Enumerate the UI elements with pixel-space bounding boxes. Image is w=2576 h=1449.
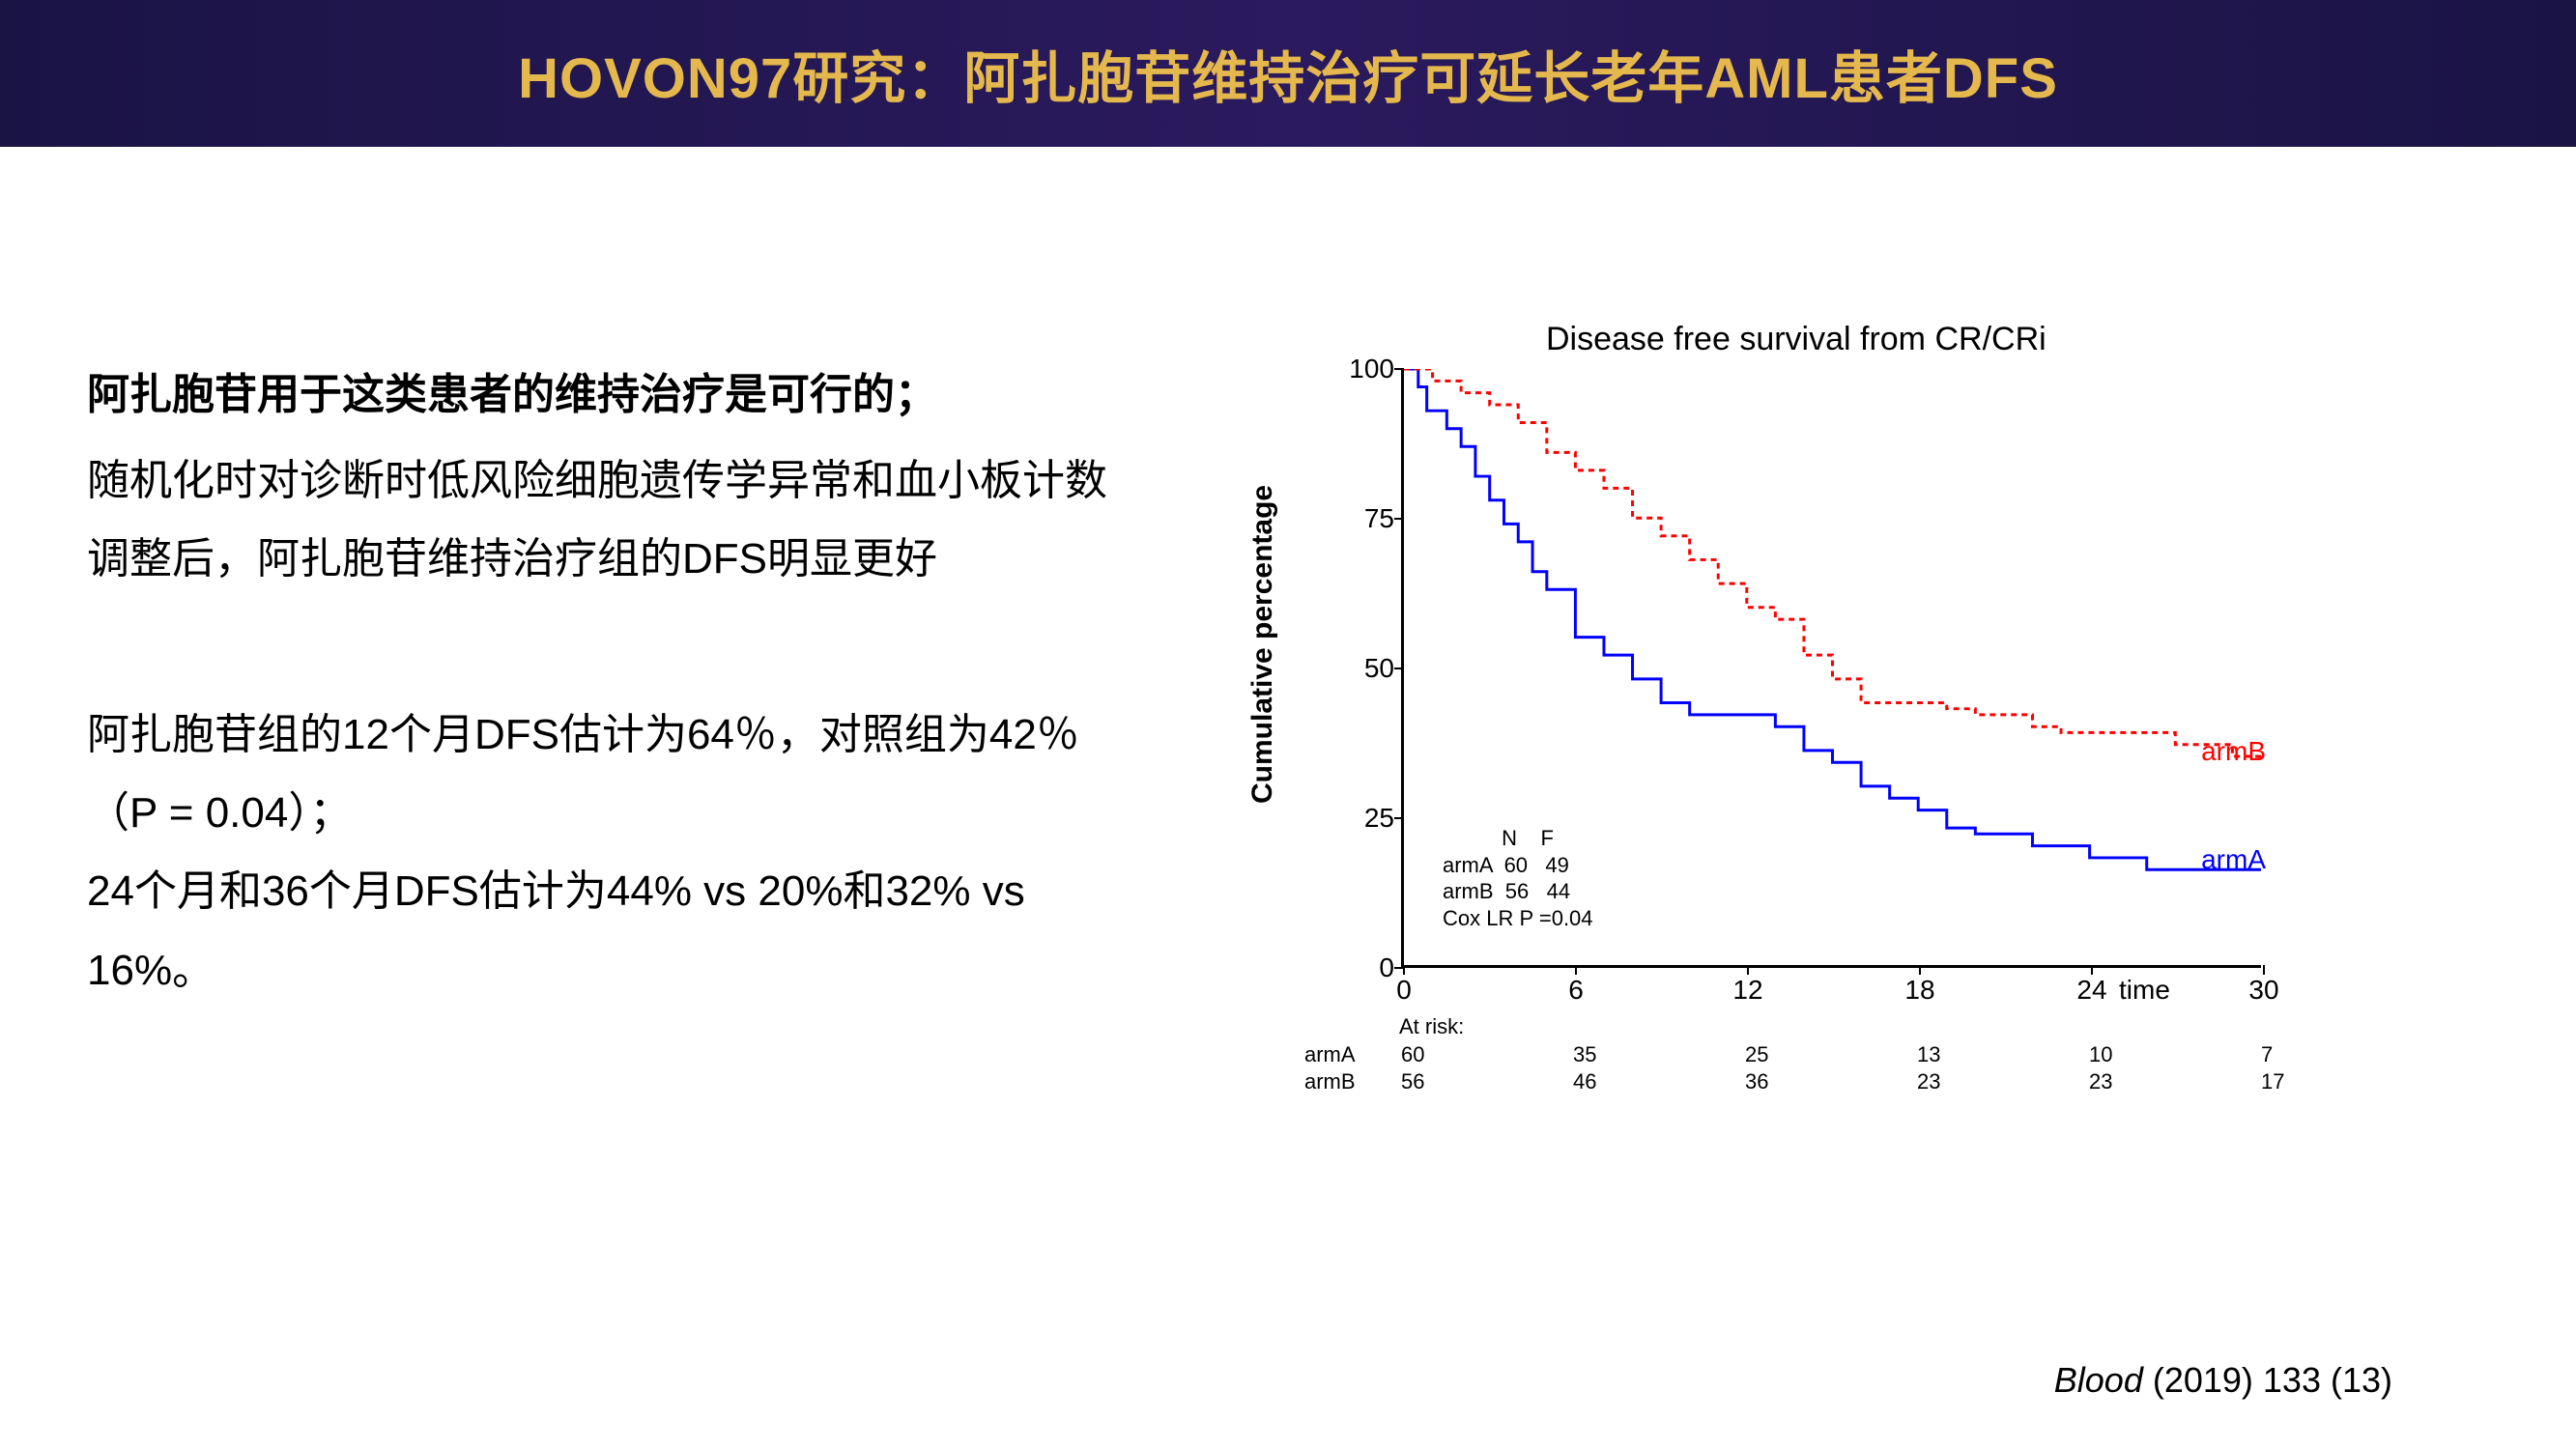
km-chart: Disease free survival from CR/CRi Cumula… (1188, 321, 2348, 1190)
label-armA: armA (2201, 844, 2266, 875)
label-armB: armB (2201, 736, 2266, 767)
at-risk-cell: 46 (1573, 1068, 1745, 1095)
paragraph-1: 阿扎胞苷用于这类患者的维持治疗是可行的； (87, 359, 1131, 432)
citation-rest: (2019) 133 (13) (2143, 1360, 2392, 1400)
at-risk-cell: 17 (2261, 1068, 2433, 1095)
paragraph-3: 阿扎胞苷组的12个月DFS估计为64％，对照组为42％（P = 0.04）； (87, 696, 1131, 853)
x-tick: 30 (2248, 975, 2278, 1006)
at-risk-cell: 60 (1401, 1041, 1573, 1068)
paragraph-4: 24个月和36个月DFS估计为44% vs 20%和32% vs 16%。 (87, 852, 1131, 1009)
text-column: 阿扎胞苷用于这类患者的维持治疗是可行的； 随机化时对诊断时低风险细胞遗传学异常和… (87, 321, 1131, 1190)
at-risk-row-armB: armB 564636232317 (1304, 1068, 2433, 1095)
x-tick: 12 (1732, 975, 1762, 1006)
at-risk-cell: 25 (1745, 1041, 1917, 1068)
citation-journal: Blood (2054, 1360, 2143, 1400)
x-tick: 24 (2076, 975, 2106, 1006)
x-time-label: time (2119, 975, 2170, 1006)
legend-block: N F armA 60 49 armB 56 44 Cox LR P =0.04 (1443, 825, 1593, 931)
at-risk-cell: 13 (1917, 1041, 2089, 1068)
y-tick: 75 (1346, 503, 1394, 534)
chart-title: Disease free survival from CR/CRi (1546, 321, 2046, 358)
at-risk-cell: 36 (1745, 1068, 1917, 1095)
at-risk-cell: 23 (2089, 1068, 2261, 1095)
y-tick: 100 (1346, 354, 1394, 384)
paragraph-2: 随机化时对诊断时低风险细胞遗传学异常和血小板计数调整后，阿扎胞苷维持治疗组的DF… (87, 441, 1131, 599)
at-risk-table: armA 60352513107 armB 564636232317 (1304, 1018, 2433, 1094)
at-risk-cell: 23 (1917, 1068, 2089, 1095)
chart-column: Disease free survival from CR/CRi Cumula… (1188, 321, 2499, 1190)
x-tick: 6 (1568, 975, 1584, 1006)
at-risk-cell: 7 (2261, 1041, 2433, 1068)
x-tick: 0 (1396, 975, 1412, 1006)
header-band: HOVON97研究：阿扎胞苷维持治疗可延长老年AML患者DFS (0, 0, 2576, 147)
y-tick: 0 (1346, 952, 1394, 983)
y-tick: 25 (1346, 803, 1394, 834)
curve-armA (1404, 369, 2261, 869)
plot-area: 0255075100 0612182430 time armB armA N F… (1401, 369, 2261, 968)
citation: Blood (2019) 133 (13) (2054, 1360, 2392, 1401)
y-axis-label: Cumulative percentage (1246, 485, 1279, 804)
at-risk-cell: 10 (2089, 1041, 2261, 1068)
page-title: HOVON97研究：阿扎胞苷维持治疗可延长老年AML患者DFS (0, 33, 2576, 114)
at-risk-cell: 35 (1573, 1041, 1745, 1068)
content-area: 阿扎胞苷用于这类患者的维持治疗是可行的； 随机化时对诊断时低风险细胞遗传学异常和… (0, 147, 2576, 1190)
at-risk-cell: 56 (1401, 1068, 1573, 1095)
y-tick: 50 (1346, 653, 1394, 684)
at-risk-row-armA: armA 60352513107 (1304, 1041, 2433, 1068)
x-tick: 18 (1904, 975, 1934, 1006)
